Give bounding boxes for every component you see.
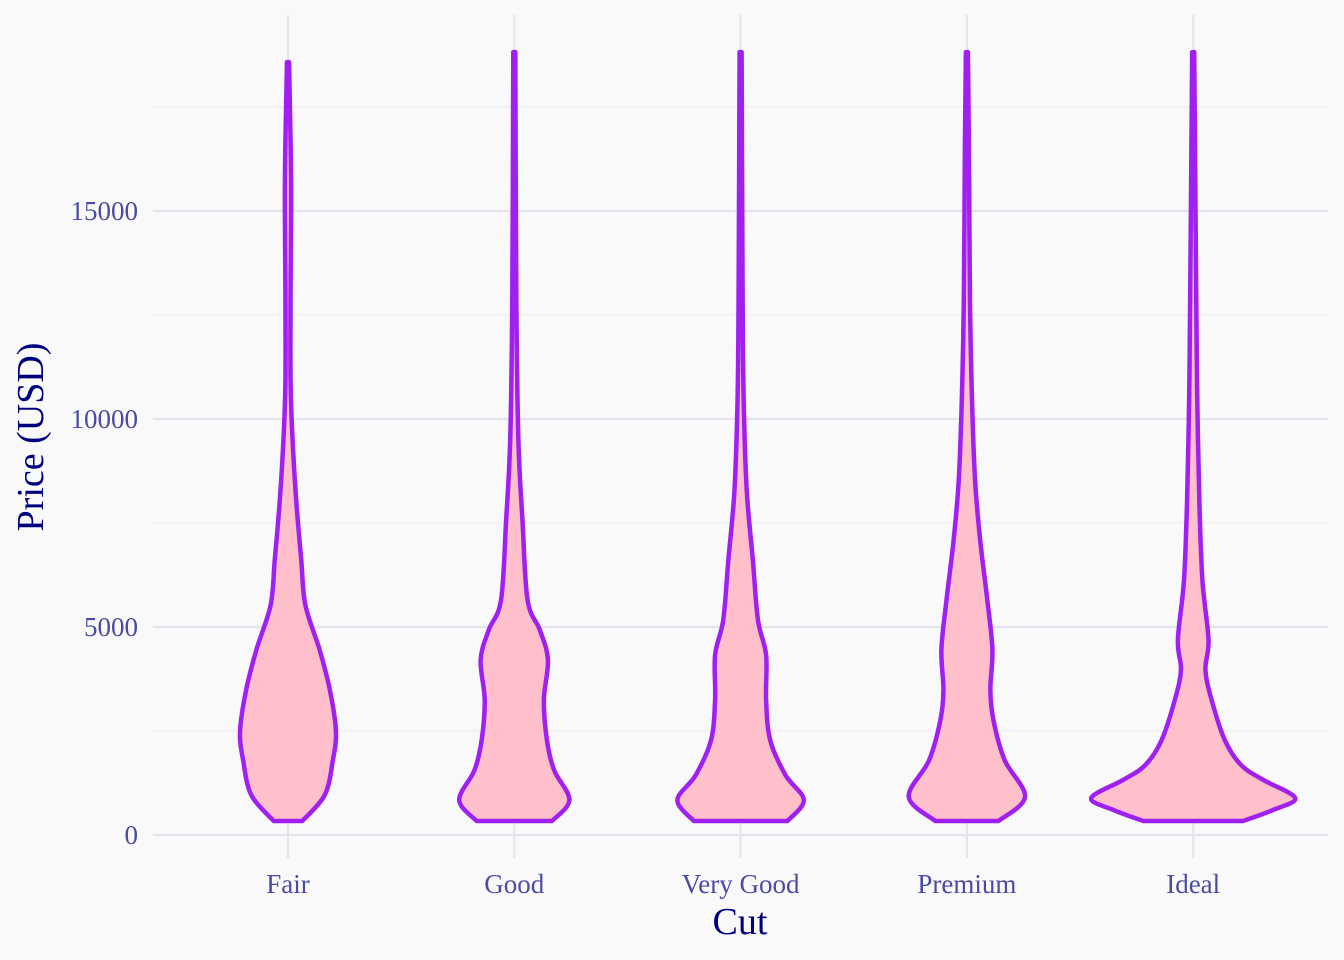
violin-fair [237, 59, 339, 824]
y-tick-label: 15000 [71, 196, 139, 226]
y-tick-label: 0 [125, 820, 139, 850]
violin-very-good [675, 49, 807, 824]
x-tick-label: Good [484, 869, 544, 899]
violin-good [456, 49, 572, 824]
x-axis-title: Cut [713, 901, 768, 943]
y-axis-ticks: 0 5000 10000 15000 [71, 196, 139, 850]
x-axis-ticks: Fair Good Very Good Premium Ideal [266, 869, 1220, 899]
y-tick-label: 10000 [71, 404, 139, 434]
y-tick-label: 5000 [84, 612, 138, 642]
violin-ideal [1088, 49, 1298, 824]
x-tick-label: Premium [917, 869, 1016, 899]
x-tick-label: Very Good [682, 869, 800, 899]
x-tick-label: Ideal [1166, 869, 1220, 899]
x-tick-label: Fair [266, 869, 310, 899]
y-axis-title: Price (USD) [10, 343, 52, 532]
violin-premium [906, 49, 1028, 824]
violins [237, 49, 1298, 824]
